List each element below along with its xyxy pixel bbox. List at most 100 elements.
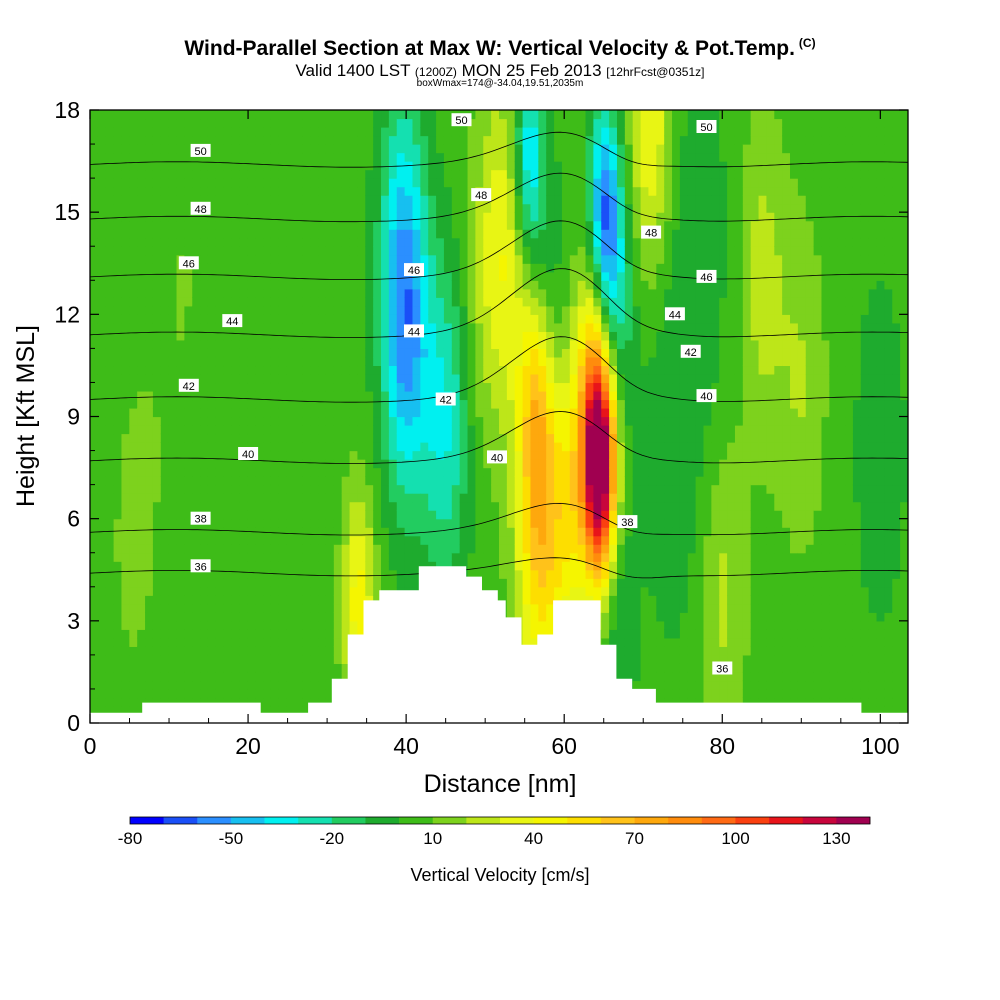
velocity-cell xyxy=(176,331,185,341)
velocity-cell xyxy=(609,535,618,545)
velocity-cell xyxy=(506,501,516,511)
velocity-cell xyxy=(554,135,563,145)
velocity-cell xyxy=(263,356,272,367)
velocity-cell xyxy=(168,552,178,562)
velocity-cell xyxy=(624,569,634,579)
velocity-cell xyxy=(467,459,477,469)
velocity-cell xyxy=(255,331,264,341)
velocity-cell xyxy=(443,552,453,562)
velocity-cell xyxy=(113,203,123,213)
velocity-cell xyxy=(459,237,469,247)
velocity-cell xyxy=(90,697,99,707)
velocity-cell xyxy=(137,365,146,375)
velocity-cell xyxy=(609,595,618,605)
velocity-cell xyxy=(176,220,185,230)
velocity-cell xyxy=(624,305,634,315)
velocity-cell xyxy=(577,518,587,528)
velocity-cell xyxy=(609,203,618,213)
velocity-cell xyxy=(396,348,406,358)
velocity-cell xyxy=(624,212,634,222)
velocity-cell xyxy=(294,646,303,656)
velocity-cell xyxy=(420,246,429,256)
velocity-cell xyxy=(255,663,264,673)
velocity-cell xyxy=(325,246,335,256)
velocity-cell xyxy=(278,688,288,699)
velocity-cell xyxy=(632,603,642,613)
velocity-cell xyxy=(113,169,123,179)
velocity-cell xyxy=(341,416,351,426)
velocity-cell xyxy=(428,365,437,375)
velocity-cell xyxy=(215,373,225,384)
velocity-cell xyxy=(428,356,437,367)
velocity-cell xyxy=(593,595,602,605)
velocity-cell xyxy=(184,186,193,196)
velocity-cell xyxy=(554,220,563,230)
velocity-cell xyxy=(506,433,516,443)
velocity-cell xyxy=(349,212,359,222)
velocity-cell xyxy=(428,254,437,264)
velocity-cell xyxy=(436,442,445,452)
velocity-cell xyxy=(499,578,508,588)
velocity-cell xyxy=(215,476,225,486)
velocity-cell xyxy=(160,314,170,324)
velocity-cell xyxy=(404,118,414,128)
velocity-cell xyxy=(247,399,256,409)
velocity-cell xyxy=(145,595,154,605)
velocity-cell xyxy=(302,178,311,188)
velocity-cell xyxy=(302,425,311,435)
velocity-cell xyxy=(577,407,587,418)
velocity-cell xyxy=(207,467,217,477)
velocity-cell xyxy=(318,220,327,230)
velocity-cell xyxy=(176,680,185,690)
velocity-cell xyxy=(349,118,359,128)
velocity-cell xyxy=(420,118,429,128)
velocity-cell xyxy=(569,288,579,298)
velocity-cell xyxy=(577,127,587,137)
velocity-cell xyxy=(160,620,170,630)
velocity-cell xyxy=(624,442,634,452)
velocity-cell xyxy=(514,246,524,256)
velocity-cell xyxy=(160,433,170,443)
velocity-cell xyxy=(278,237,288,247)
velocity-cell xyxy=(459,373,469,384)
velocity-cell xyxy=(278,705,288,716)
velocity-cell xyxy=(483,578,492,588)
velocity-cell xyxy=(168,561,178,571)
velocity-cell xyxy=(270,169,280,179)
velocity-cell xyxy=(239,578,248,588)
velocity-cell xyxy=(451,314,461,324)
velocity-cell xyxy=(113,399,123,409)
velocity-cell xyxy=(569,331,579,341)
velocity-cell xyxy=(554,561,563,571)
velocity-cell xyxy=(475,476,484,486)
velocity-cell xyxy=(624,578,634,588)
velocity-cell xyxy=(333,127,343,137)
velocity-cell xyxy=(325,416,335,426)
velocity-cell xyxy=(554,314,563,324)
velocity-cell xyxy=(247,288,256,298)
velocity-cell xyxy=(483,544,492,554)
velocity-cell xyxy=(239,407,248,418)
velocity-cell xyxy=(609,305,618,315)
velocity-cell xyxy=(247,535,256,545)
velocity-cell xyxy=(325,680,335,690)
velocity-cell xyxy=(499,535,508,545)
velocity-cell xyxy=(90,501,99,511)
velocity-cell xyxy=(349,339,359,349)
velocity-cell xyxy=(302,161,311,171)
velocity-cell xyxy=(609,229,618,239)
velocity-cell xyxy=(152,135,162,145)
velocity-cell xyxy=(381,390,390,401)
velocity-cell xyxy=(451,467,461,477)
velocity-cell xyxy=(381,442,390,452)
velocity-cell xyxy=(420,212,429,222)
velocity-cell xyxy=(231,339,241,349)
velocity-cell xyxy=(569,144,579,154)
velocity-cell xyxy=(609,127,618,137)
velocity-cell xyxy=(129,663,138,673)
velocity-cell xyxy=(404,450,414,460)
velocity-cell xyxy=(137,705,146,716)
velocity-cell xyxy=(428,348,437,358)
velocity-cell xyxy=(538,510,547,520)
velocity-cell xyxy=(239,339,248,349)
